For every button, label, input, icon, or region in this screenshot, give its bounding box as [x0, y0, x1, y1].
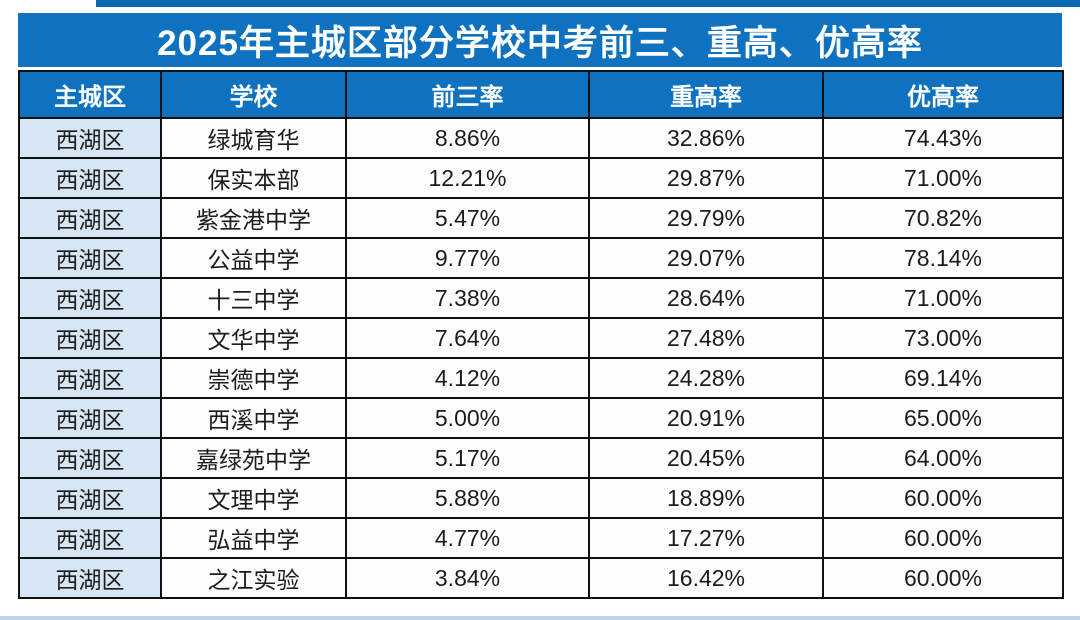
region-cell: 西湖区: [18, 237, 162, 279]
column-header: 主城区: [18, 70, 162, 119]
table-row: 西湖区 崇德中学 4.12% 24.28% 69.14%: [18, 357, 1064, 399]
school-cell: 十三中学: [160, 277, 347, 319]
frame-edge-top: [96, 0, 1080, 7]
school-cell: 保实本部: [160, 157, 347, 199]
rate-cell: 16.42%: [588, 557, 824, 599]
rate-cell: 17.27%: [588, 517, 824, 559]
rate-cell: 60.00%: [822, 517, 1064, 559]
table-card: 2025年主城区部分学校中考前三、重高、优高率 主城区 学校 前三率 重高率 优高率 西…: [18, 13, 1064, 599]
rate-cell: 3.84%: [345, 557, 590, 599]
rate-cell: 8.86%: [345, 117, 590, 159]
region-cell: 西湖区: [18, 397, 162, 439]
rate-cell: 18.89%: [588, 477, 824, 519]
table-row: 西湖区 公益中学 9.77% 29.07% 78.14%: [18, 237, 1064, 279]
rate-cell: 29.87%: [588, 157, 824, 199]
school-cell: 之江实验: [160, 557, 347, 599]
table-row: 西湖区 文理中学 5.88% 18.89% 60.00%: [18, 477, 1064, 519]
rate-cell: 20.45%: [588, 437, 824, 479]
school-cell: 文理中学: [160, 477, 347, 519]
region-cell: 西湖区: [18, 477, 162, 519]
rate-cell: 73.00%: [822, 317, 1064, 359]
region-cell: 西湖区: [18, 157, 162, 199]
region-cell: 西湖区: [18, 317, 162, 359]
rate-cell: 5.00%: [345, 397, 590, 439]
school-cell: 文华中学: [160, 317, 347, 359]
rate-cell: 60.00%: [822, 477, 1064, 519]
table-row: 西湖区 文华中学 7.64% 27.48% 73.00%: [18, 317, 1064, 359]
rate-cell: 5.88%: [345, 477, 590, 519]
rate-cell: 27.48%: [588, 317, 824, 359]
school-rates-table: 主城区 学校 前三率 重高率 优高率 西湖区 绿城育华 8.86% 32.86% 74.43% 西…: [18, 70, 1064, 599]
rate-cell: 20.91%: [588, 397, 824, 439]
rate-cell: 5.47%: [345, 197, 590, 239]
school-cell: 嘉绿苑中学: [160, 437, 347, 479]
header-row: 主城区 学校 前三率 重高率 优高率: [18, 70, 1064, 119]
page-title: 2025年主城区部分学校中考前三、重高、优高率: [18, 13, 1062, 67]
rate-cell: 4.77%: [345, 517, 590, 559]
rate-cell: 29.07%: [588, 237, 824, 279]
rate-cell: 32.86%: [588, 117, 824, 159]
region-cell: 西湖区: [18, 197, 162, 239]
region-cell: 西湖区: [18, 357, 162, 399]
region-cell: 西湖区: [18, 437, 162, 479]
table-row: 西湖区 绿城育华 8.86% 32.86% 74.43%: [18, 117, 1064, 159]
table-body: 西湖区 绿城育华 8.86% 32.86% 74.43% 西湖区 保实本部 12.21% 29.…: [18, 117, 1064, 599]
rate-cell: 7.38%: [345, 277, 590, 319]
rate-cell: 71.00%: [822, 157, 1064, 199]
school-cell: 公益中学: [160, 237, 347, 279]
column-header: 重高率: [588, 70, 824, 119]
school-cell: 紫金港中学: [160, 197, 347, 239]
table-row: 西湖区 十三中学 7.38% 28.64% 71.00%: [18, 277, 1064, 319]
rate-cell: 71.00%: [822, 277, 1064, 319]
rate-cell: 9.77%: [345, 237, 590, 279]
rate-cell: 24.28%: [588, 357, 824, 399]
rate-cell: 28.64%: [588, 277, 824, 319]
rate-cell: 7.64%: [345, 317, 590, 359]
column-header: 学校: [160, 70, 347, 119]
school-cell: 弘益中学: [160, 517, 347, 559]
rate-cell: 60.00%: [822, 557, 1064, 599]
rate-cell: 64.00%: [822, 437, 1064, 479]
rate-cell: 74.43%: [822, 117, 1064, 159]
table-header-row: 主城区 学校 前三率 重高率 优高率: [18, 70, 1064, 119]
frame-edge-bottom: [0, 616, 1080, 620]
rate-cell: 70.82%: [822, 197, 1064, 239]
region-cell: 西湖区: [18, 557, 162, 599]
column-header: 优高率: [822, 70, 1064, 119]
column-header: 前三率: [345, 70, 590, 119]
region-cell: 西湖区: [18, 517, 162, 559]
rate-cell: 29.79%: [588, 197, 824, 239]
table-row: 西湖区 弘益中学 4.77% 17.27% 60.00%: [18, 517, 1064, 559]
table-row: 西湖区 保实本部 12.21% 29.87% 71.00%: [18, 157, 1064, 199]
rate-cell: 4.12%: [345, 357, 590, 399]
table-row: 西湖区 之江实验 3.84% 16.42% 60.00%: [18, 557, 1064, 599]
school-cell: 崇德中学: [160, 357, 347, 399]
school-cell: 绿城育华: [160, 117, 347, 159]
region-cell: 西湖区: [18, 277, 162, 319]
rate-cell: 65.00%: [822, 397, 1064, 439]
table-row: 西湖区 紫金港中学 5.47% 29.79% 70.82%: [18, 197, 1064, 239]
rate-cell: 5.17%: [345, 437, 590, 479]
rate-cell: 78.14%: [822, 237, 1064, 279]
region-cell: 西湖区: [18, 117, 162, 159]
school-cell: 西溪中学: [160, 397, 347, 439]
table-row: 西湖区 西溪中学 5.00% 20.91% 65.00%: [18, 397, 1064, 439]
table-row: 西湖区 嘉绿苑中学 5.17% 20.45% 64.00%: [18, 437, 1064, 479]
rate-cell: 69.14%: [822, 357, 1064, 399]
rate-cell: 12.21%: [345, 157, 590, 199]
